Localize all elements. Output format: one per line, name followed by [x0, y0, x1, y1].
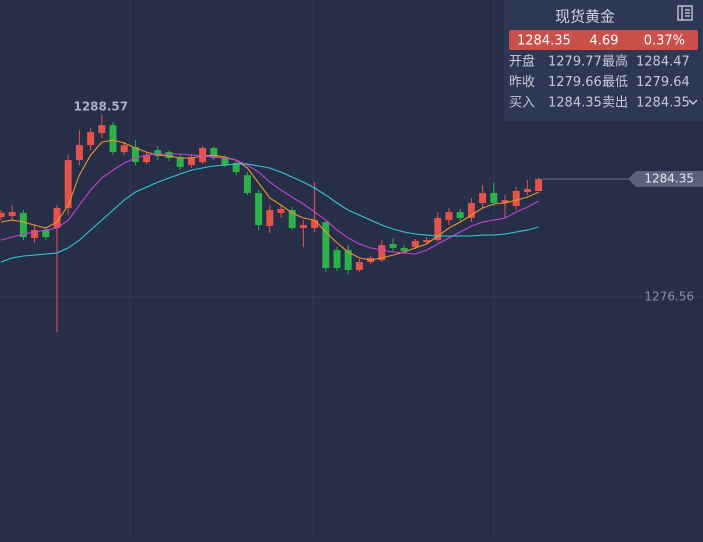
candle-body: [243, 175, 251, 193]
last-price-label: 1284.35: [644, 172, 694, 186]
candle-body: [434, 217, 442, 241]
price: 1284.35: [517, 34, 571, 49]
candle-body: [389, 244, 397, 248]
candle-body: [423, 240, 431, 243]
candle-body: [0, 212, 5, 218]
candle-body: [31, 230, 39, 238]
candle-body: [479, 192, 487, 203]
candle-body: [456, 212, 464, 218]
candle-body: [299, 225, 307, 228]
quote-key: 最高: [602, 54, 628, 70]
candle-body: [199, 147, 207, 163]
candle-body: [411, 240, 419, 248]
candle-body: [378, 245, 386, 261]
candle-body: [210, 147, 218, 158]
candle-body: [277, 209, 285, 213]
candle-body: [501, 200, 509, 203]
candle-body: [445, 212, 453, 221]
expand-arrow[interactable]: [688, 99, 698, 106]
candle-body: [266, 210, 274, 226]
candle-body: [344, 250, 352, 271]
quote-value: 1279.64: [636, 75, 690, 90]
candle-body: [221, 157, 229, 166]
candle-body: [232, 162, 240, 173]
candle-body: [87, 132, 95, 146]
candle-body: [165, 152, 173, 158]
candle-body: [355, 262, 363, 271]
candle-body: [98, 125, 106, 133]
candle-body: [400, 247, 408, 251]
candle-body: [333, 250, 341, 268]
candle-body: [154, 150, 162, 157]
plot-area: 1276.56 1288.57 1284.35: [0, 100, 703, 333]
quote-rows: 开盘 1279.77 最高 1284.47 昨收 1279.66 最低 1279.64 买入 12…: [509, 54, 690, 111]
candle-body: [120, 145, 128, 153]
vertical-grid: [129, 0, 495, 538]
candle-body: [131, 147, 139, 163]
candle-body: [311, 220, 319, 228]
change: 4.69: [590, 34, 619, 49]
quote-key: 买入: [509, 96, 535, 111]
candle-body: [255, 192, 263, 226]
candle-body: [288, 210, 296, 228]
candle-body: [176, 157, 184, 168]
candle-body: [8, 212, 16, 216]
last-price-tag: [628, 171, 703, 188]
candle-body: [322, 222, 330, 268]
candle-body: [42, 230, 50, 238]
ma-line: [0, 153, 539, 255]
price-bar: [509, 30, 698, 50]
quote-value: 1284.47: [636, 55, 690, 70]
quote-value: 1284.35: [548, 96, 602, 111]
candle-body: [75, 145, 83, 161]
quote-value: 1284.35: [636, 96, 690, 111]
ma-line: [0, 139, 539, 261]
quote-value: 1279.77: [548, 55, 602, 70]
quote-key: 开盘: [509, 54, 535, 70]
candle-body: [19, 212, 27, 238]
candle-body: [512, 190, 520, 206]
candle-body: [467, 202, 475, 218]
ma-line: [0, 163, 539, 263]
candle-body: [187, 157, 195, 166]
icon-frame[interactable]: [677, 5, 693, 21]
change-pct: 0.37%: [644, 34, 685, 49]
candle-body: [523, 189, 531, 193]
candle-body: [53, 207, 61, 228]
panel-title: 现货黄金: [555, 8, 615, 26]
candle-body: [64, 160, 72, 208]
candle-body: [143, 155, 151, 163]
candle-body: [109, 125, 117, 153]
y-tick-label: 1276.56: [644, 290, 694, 304]
quote-key: 卖出: [602, 96, 628, 111]
menu-icon[interactable]: [677, 5, 693, 21]
high-label: 1288.57: [73, 100, 128, 114]
quote-value: 1279.66: [548, 75, 602, 90]
quote-panel: 现货黄金 1284.35 4.69 0.37% 开盘 1279.77 最高 1284.…: [504, 0, 703, 121]
candle-body: [490, 192, 498, 203]
panel-bg: [504, 0, 703, 121]
quote-key: 昨收: [509, 75, 535, 90]
candle-body: [535, 179, 543, 191]
quote-key: 最低: [602, 75, 628, 90]
